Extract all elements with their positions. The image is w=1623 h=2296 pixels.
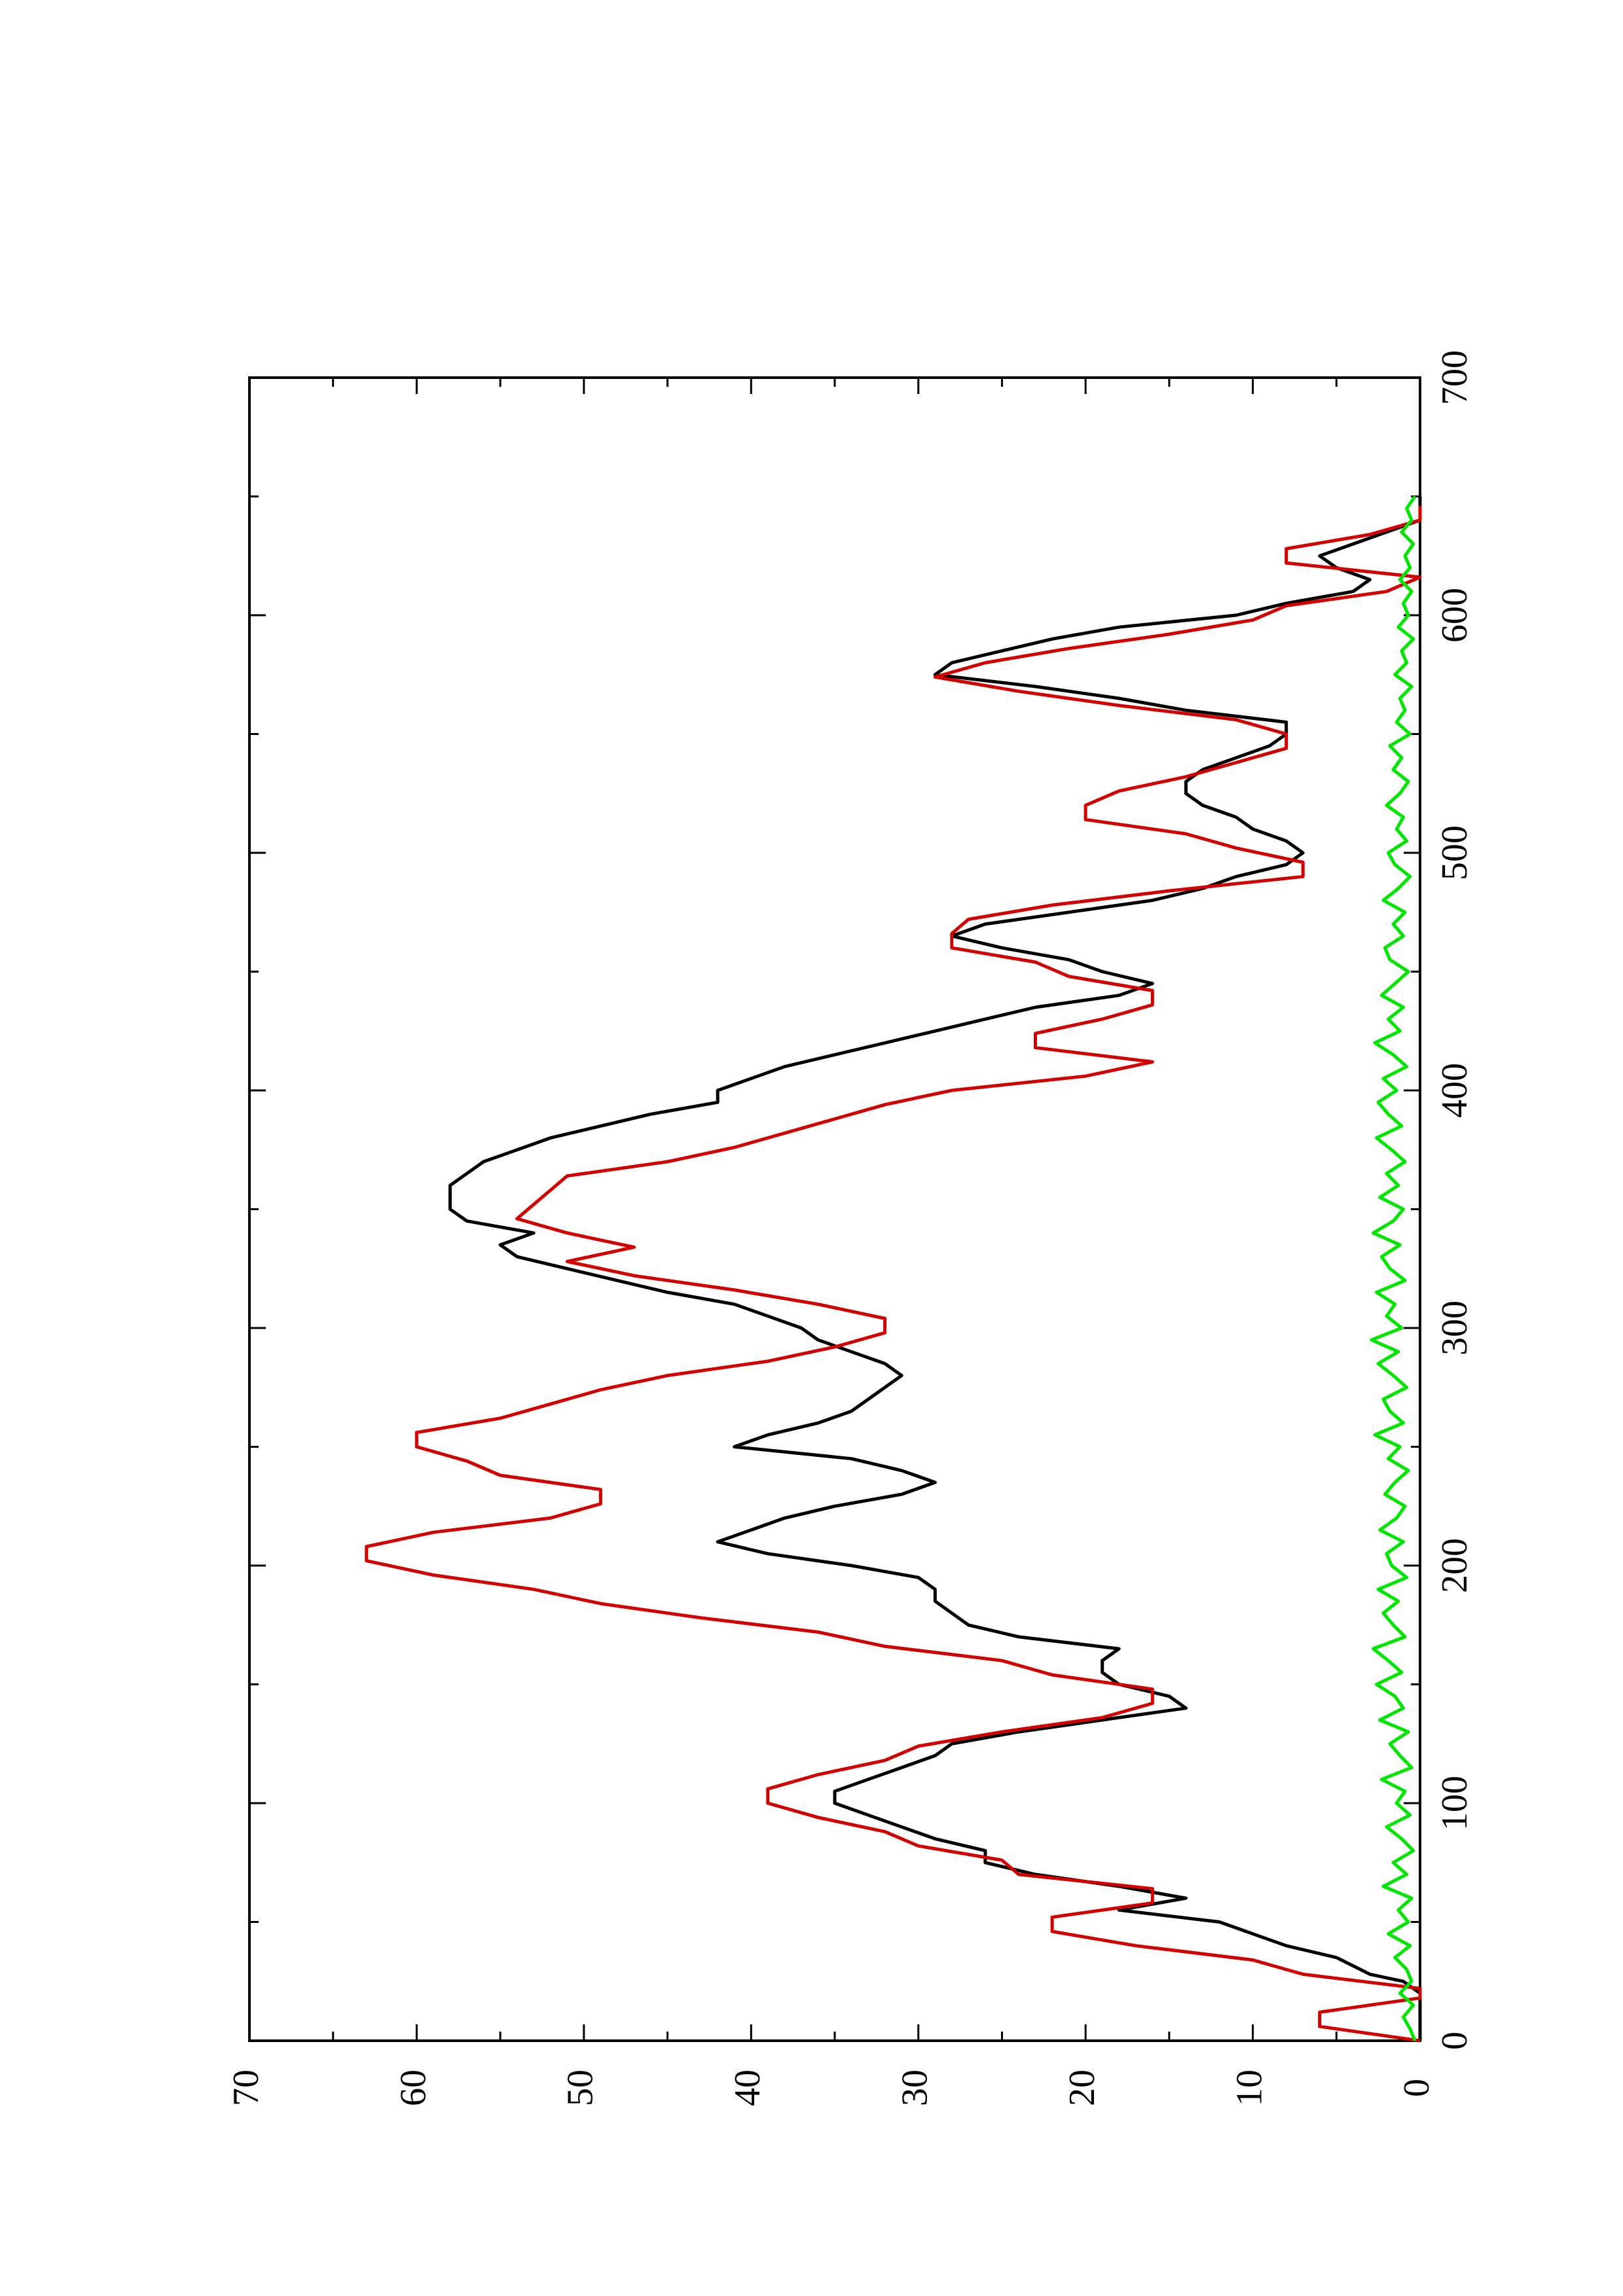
series-line-3: [1370, 495, 1417, 2041]
y-tick-label: 70: [226, 2070, 266, 2106]
y-tick-label: 30: [895, 2070, 936, 2106]
x-tick-label: 700: [1434, 350, 1475, 405]
x-tick-label: 100: [1434, 1776, 1475, 1831]
axis-tick-labels: 0 100 200 300 400 500 600 700 0 10 20 30 40 50 60 70: [226, 350, 1475, 2106]
y-tick-label: 20: [1062, 2070, 1103, 2106]
x-tick-label: 500: [1434, 825, 1475, 880]
x-tick-label: 200: [1434, 1538, 1475, 1593]
series-line-1: [448, 496, 1422, 2041]
y-tick-label: 60: [393, 2070, 433, 2106]
x-tick-label: 0: [1434, 2032, 1475, 2050]
x-tick-label: 300: [1434, 1300, 1475, 1355]
y-tick-label: 10: [1229, 2070, 1269, 2106]
x-tick-label: 600: [1434, 588, 1475, 643]
chart-series: [365, 495, 1422, 2043]
axis-ticks: [248, 376, 1421, 2042]
y-tick-label: 50: [560, 2070, 601, 2106]
y-tick-label: 0: [1396, 2079, 1437, 2097]
series-line-2: [365, 506, 1422, 2043]
x-tick-label: 400: [1434, 1063, 1475, 1118]
y-tick-label: 40: [727, 2070, 768, 2106]
